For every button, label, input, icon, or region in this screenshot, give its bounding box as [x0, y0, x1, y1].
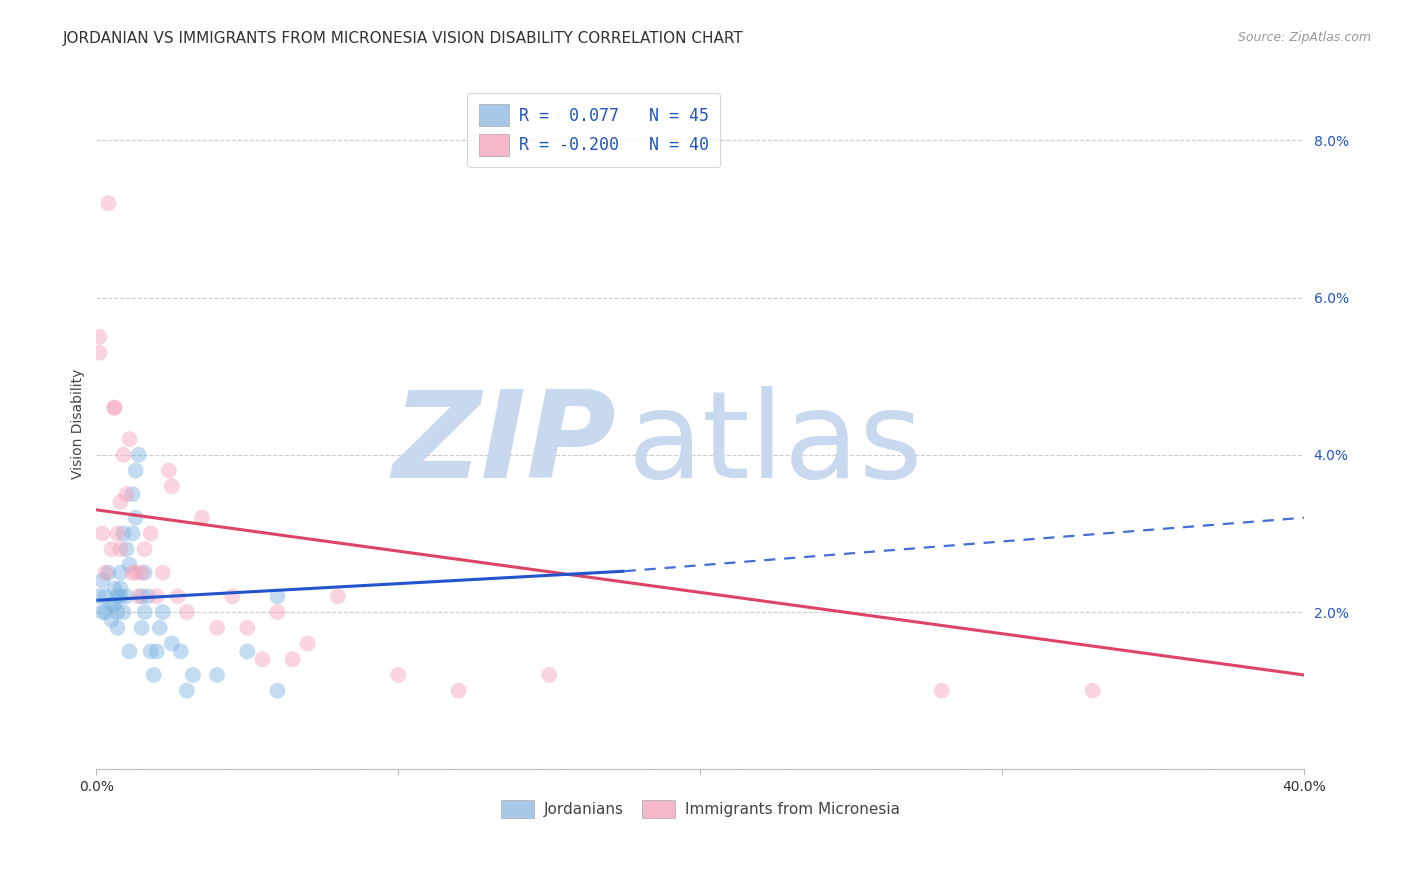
Point	[118, 644, 141, 658]
Point	[100, 542, 122, 557]
Point	[124, 464, 146, 478]
Point	[110, 542, 132, 557]
Point	[124, 510, 146, 524]
Point	[931, 683, 953, 698]
Point	[128, 590, 150, 604]
Point	[139, 644, 162, 658]
Point	[94, 590, 117, 604]
Point	[128, 448, 150, 462]
Point	[266, 683, 288, 698]
Point	[176, 605, 198, 619]
Point	[112, 448, 135, 462]
Text: JORDANIAN VS IMMIGRANTS FROM MICRONESIA VISION DISABILITY CORRELATION CHART: JORDANIAN VS IMMIGRANTS FROM MICRONESIA …	[63, 31, 744, 46]
Point	[139, 526, 162, 541]
Point	[387, 668, 409, 682]
Point	[142, 668, 165, 682]
Point	[252, 652, 274, 666]
Point	[91, 574, 114, 588]
Point	[152, 566, 174, 580]
Point	[136, 590, 159, 604]
Point	[121, 566, 143, 580]
Point	[100, 597, 122, 611]
Point	[145, 644, 167, 658]
Point	[191, 510, 214, 524]
Point	[91, 605, 114, 619]
Point	[124, 566, 146, 580]
Point	[89, 330, 111, 344]
Point	[236, 644, 259, 658]
Point	[134, 542, 156, 557]
Point	[121, 487, 143, 501]
Point	[160, 479, 183, 493]
Point	[107, 526, 129, 541]
Point	[152, 605, 174, 619]
Point	[107, 590, 129, 604]
Text: Source: ZipAtlas.com: Source: ZipAtlas.com	[1237, 31, 1371, 45]
Point	[266, 605, 288, 619]
Point	[103, 582, 125, 596]
Point	[1081, 683, 1104, 698]
Point	[110, 566, 132, 580]
Point	[118, 432, 141, 446]
Point	[167, 590, 190, 604]
Point	[145, 590, 167, 604]
Point	[110, 582, 132, 596]
Point	[110, 495, 132, 509]
Point	[221, 590, 243, 604]
Text: atlas: atlas	[627, 385, 924, 502]
Point	[538, 668, 561, 682]
Point	[160, 636, 183, 650]
Point	[115, 590, 138, 604]
Point	[115, 487, 138, 501]
Point	[107, 621, 129, 635]
Point	[103, 597, 125, 611]
Point	[131, 566, 153, 580]
Y-axis label: Vision Disability: Vision Disability	[72, 368, 86, 479]
Point	[170, 644, 193, 658]
Point	[89, 345, 111, 359]
Point	[112, 605, 135, 619]
Point	[97, 566, 120, 580]
Point	[149, 621, 172, 635]
Point	[100, 613, 122, 627]
Point	[89, 590, 111, 604]
Point	[131, 621, 153, 635]
Point	[118, 558, 141, 572]
Point	[103, 401, 125, 415]
Point	[326, 590, 349, 604]
Point	[97, 196, 120, 211]
Point	[91, 526, 114, 541]
Point	[266, 590, 288, 604]
Text: ZIP: ZIP	[392, 385, 616, 502]
Point	[110, 590, 132, 604]
Point	[181, 668, 204, 682]
Point	[447, 683, 470, 698]
Point	[115, 542, 138, 557]
Point	[103, 401, 125, 415]
Point	[176, 683, 198, 698]
Point	[112, 526, 135, 541]
Point	[157, 464, 180, 478]
Point	[297, 636, 319, 650]
Point	[205, 621, 228, 635]
Point	[134, 566, 156, 580]
Point	[134, 605, 156, 619]
Point	[107, 605, 129, 619]
Point	[94, 605, 117, 619]
Point	[281, 652, 304, 666]
Point	[94, 566, 117, 580]
Point	[236, 621, 259, 635]
Point	[121, 526, 143, 541]
Legend: Jordanians, Immigrants from Micronesia: Jordanians, Immigrants from Micronesia	[495, 794, 905, 824]
Point	[131, 590, 153, 604]
Point	[205, 668, 228, 682]
